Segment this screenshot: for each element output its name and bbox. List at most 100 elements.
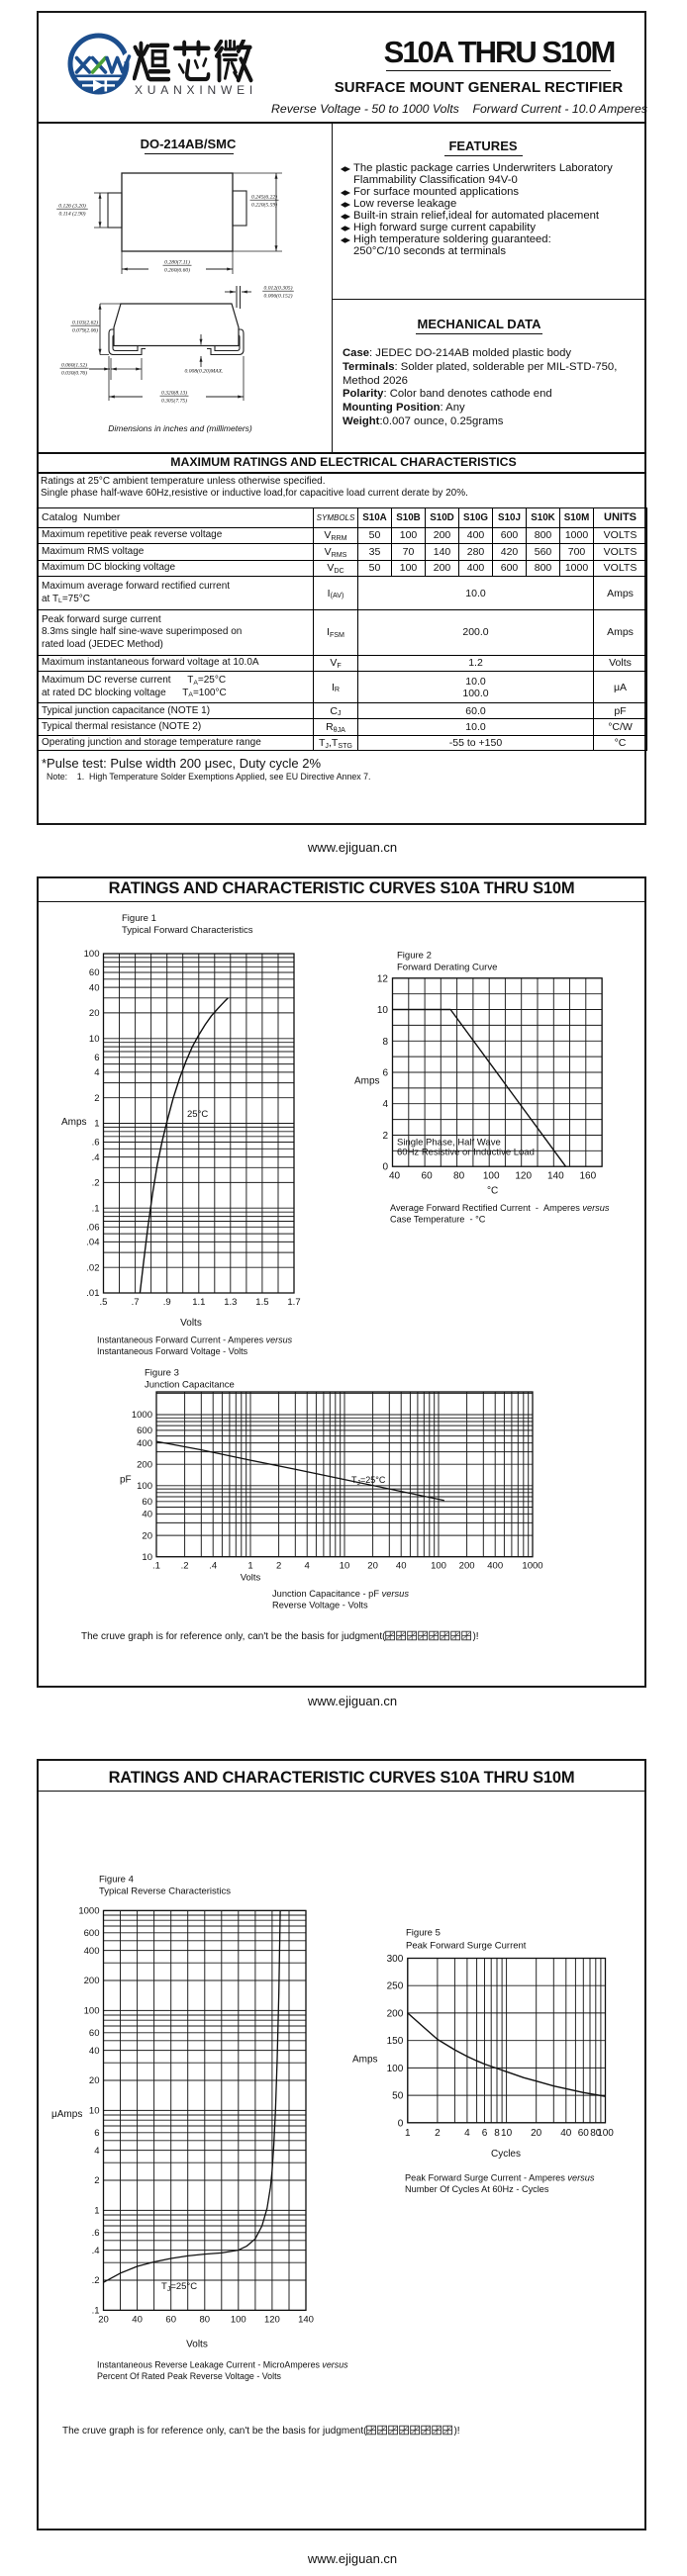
svg-text:Instantaneous Reverse Leakage: Instantaneous Reverse Leakage Current - … xyxy=(97,2360,348,2370)
svg-text:.6: .6 xyxy=(92,2228,100,2239)
svg-text:1.7: 1.7 xyxy=(287,1297,300,1308)
svg-text:4: 4 xyxy=(94,1067,99,1078)
svg-text:4: 4 xyxy=(305,1561,310,1572)
svg-text:40: 40 xyxy=(389,1171,401,1182)
svg-text:pF: pF xyxy=(120,1475,132,1486)
svg-text:.1: .1 xyxy=(92,1204,100,1215)
svg-text:200: 200 xyxy=(84,1976,100,1986)
svg-text:Reverse Voltage - Volts: Reverse Voltage - Volts xyxy=(272,1601,368,1610)
svg-text:400: 400 xyxy=(137,1438,152,1449)
svg-text:40: 40 xyxy=(396,1561,407,1572)
svg-text:2: 2 xyxy=(382,1131,388,1142)
svg-text:150: 150 xyxy=(387,2036,404,2047)
svg-text:80: 80 xyxy=(590,2128,602,2139)
svg-text:0.305(7.75): 0.305(7.75) xyxy=(161,397,187,404)
svg-text:Volts: Volts xyxy=(180,1318,202,1329)
svg-text:Amps: Amps xyxy=(352,2055,378,2066)
svg-text:40: 40 xyxy=(142,1510,152,1520)
svg-text:0.012(0.305): 0.012(0.305) xyxy=(264,285,293,292)
svg-text:2: 2 xyxy=(435,2128,441,2139)
svg-text:1000: 1000 xyxy=(522,1561,542,1572)
svg-text:100: 100 xyxy=(137,1481,152,1492)
svg-text:.7: .7 xyxy=(132,1297,140,1308)
svg-text:Peak Forward Surge Current - A: Peak Forward Surge Current - Amperes ver… xyxy=(405,2173,595,2183)
svg-text:Percent Of Rated Peak Reverse: Percent Of Rated Peak Reverse Voltage - … xyxy=(97,2371,282,2381)
svg-text:10: 10 xyxy=(89,1034,100,1045)
svg-text:Junction Capacitance: Junction Capacitance xyxy=(145,1380,235,1391)
svg-text:.6: .6 xyxy=(92,1138,100,1149)
svg-text:Figure 5: Figure 5 xyxy=(406,1928,441,1939)
svg-text:.2: .2 xyxy=(92,1178,100,1189)
svg-text:6: 6 xyxy=(94,2128,99,2139)
svg-text:2: 2 xyxy=(94,1093,99,1104)
svg-text:4: 4 xyxy=(464,2128,470,2139)
svg-text:.4: .4 xyxy=(92,1152,100,1163)
svg-text:Figure 2: Figure 2 xyxy=(397,951,432,962)
svg-text:.5: .5 xyxy=(100,1297,108,1308)
svg-text:40: 40 xyxy=(89,982,100,993)
svg-text:120: 120 xyxy=(515,1171,532,1182)
svg-text:Amps: Amps xyxy=(354,1076,380,1087)
svg-text:Typical Reverse Characteristic: Typical Reverse Characteristics xyxy=(99,1886,231,1897)
svg-text:Single Phase, Half Wave: Single Phase, Half Wave xyxy=(397,1138,501,1149)
svg-text:Average Forward Rectified Curr: Average Forward Rectified Current - Ampe… xyxy=(390,1203,610,1213)
svg-text:60Hz Resistive or Inductive Lo: 60Hz Resistive or Inductive Load xyxy=(397,1148,535,1158)
svg-text:60: 60 xyxy=(142,1497,152,1508)
svg-text:.04: .04 xyxy=(86,1238,99,1248)
svg-text:.1: .1 xyxy=(152,1561,160,1572)
svg-text:.02: .02 xyxy=(86,1262,99,1273)
svg-text:1000: 1000 xyxy=(132,1410,152,1421)
svg-text:1: 1 xyxy=(405,2128,411,2139)
svg-text:.2: .2 xyxy=(181,1561,189,1572)
svg-text:.06: .06 xyxy=(86,1223,99,1234)
svg-text:6: 6 xyxy=(94,1053,99,1063)
svg-text:4: 4 xyxy=(382,1099,388,1110)
svg-text:60: 60 xyxy=(89,967,100,978)
svg-text:0.220(5.59): 0.220(5.59) xyxy=(251,201,277,208)
svg-text:400: 400 xyxy=(487,1561,503,1572)
svg-text:10: 10 xyxy=(377,1005,389,1016)
svg-text:1000: 1000 xyxy=(78,1906,99,1917)
svg-text:1.3: 1.3 xyxy=(224,1297,237,1308)
svg-text:10: 10 xyxy=(340,1561,350,1572)
svg-text:60: 60 xyxy=(165,2314,176,2325)
svg-text:Cycles: Cycles xyxy=(491,2149,521,2160)
svg-text:0.006(0.152): 0.006(0.152) xyxy=(264,292,293,299)
svg-text:20: 20 xyxy=(89,2075,100,2086)
svg-text:20: 20 xyxy=(531,2128,542,2139)
svg-text:Figure 3: Figure 3 xyxy=(145,1368,179,1379)
svg-text:80: 80 xyxy=(200,2314,211,2325)
svg-text:12: 12 xyxy=(377,973,389,984)
svg-text:140: 140 xyxy=(547,1171,564,1182)
svg-text:200: 200 xyxy=(137,1459,152,1470)
svg-text:120: 120 xyxy=(264,2314,280,2325)
svg-text:0: 0 xyxy=(382,1162,388,1173)
svg-text:0.079(2.06): 0.079(2.06) xyxy=(72,326,98,333)
svg-text:Volts: Volts xyxy=(186,2340,208,2350)
svg-text:TJ=25°C: TJ=25°C xyxy=(161,2281,197,2293)
svg-text:Instantaneous Forward Current: Instantaneous Forward Current - Amperes … xyxy=(97,1335,293,1345)
svg-text:100: 100 xyxy=(231,2314,246,2325)
svg-text:Number Of Cycles At 60Hz - Cyc: Number Of Cycles At 60Hz - Cycles xyxy=(405,2184,549,2194)
svg-text:10: 10 xyxy=(89,2106,100,2117)
svg-text:40: 40 xyxy=(132,2314,143,2325)
svg-text:1: 1 xyxy=(94,1119,99,1130)
svg-text:0.030(0.76): 0.030(0.76) xyxy=(61,369,87,376)
svg-text:0.320(8.13): 0.320(8.13) xyxy=(161,390,187,397)
svg-text:2: 2 xyxy=(276,1561,281,1572)
svg-text:100: 100 xyxy=(483,1171,500,1182)
svg-text:160: 160 xyxy=(579,1171,596,1182)
svg-text:40: 40 xyxy=(89,2046,100,2057)
svg-text:100: 100 xyxy=(84,2006,100,2017)
svg-text:.1: .1 xyxy=(92,2306,100,2317)
svg-text:20: 20 xyxy=(367,1561,378,1572)
svg-text:0.114 (2.90): 0.114 (2.90) xyxy=(58,210,85,217)
svg-text:140: 140 xyxy=(298,2314,314,2325)
svg-text:2: 2 xyxy=(94,2175,99,2186)
svg-text:0.126 (3.20): 0.126 (3.20) xyxy=(58,203,86,210)
svg-text:Case Temperature - °C: Case Temperature - °C xyxy=(390,1215,486,1225)
svg-text:Typical Forward Characteristic: Typical Forward Characteristics xyxy=(122,925,253,936)
svg-text:100: 100 xyxy=(387,2064,404,2074)
svg-text:TJ=25°C: TJ=25°C xyxy=(351,1475,386,1487)
svg-text:0.060(1.52): 0.060(1.52) xyxy=(61,362,87,369)
